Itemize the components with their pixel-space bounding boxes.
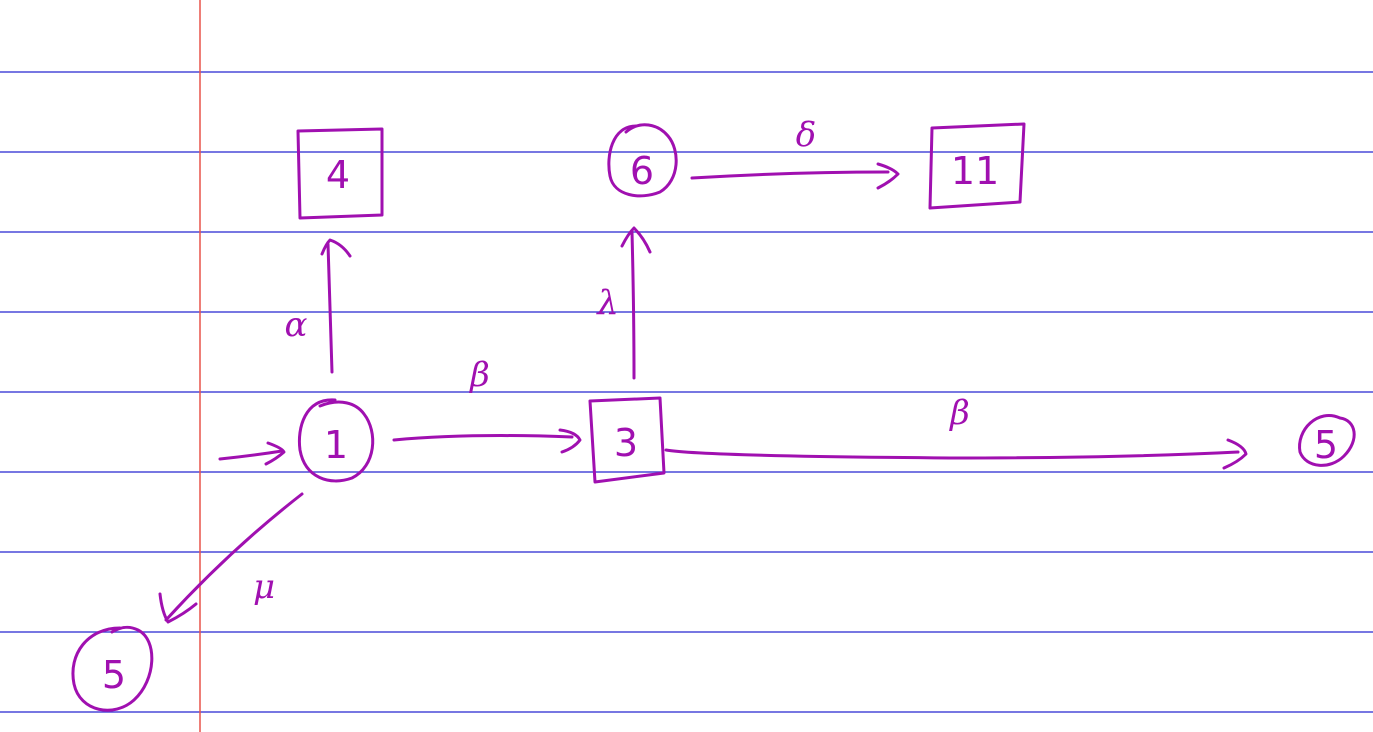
edge-delta-label: δ bbox=[796, 115, 816, 155]
start-arrow bbox=[218, 441, 286, 466]
edge-1-to-4: α bbox=[285, 238, 352, 374]
node-6: 6 bbox=[607, 123, 678, 198]
node-3-label: 3 bbox=[614, 421, 638, 465]
node-5-right-label: 5 bbox=[1314, 423, 1338, 467]
node-5-left-label: 5 bbox=[102, 653, 126, 697]
edge-1-to-3: β bbox=[392, 355, 582, 454]
edge-beta-label-left: β bbox=[468, 355, 490, 395]
edge-beta-label-right: β bbox=[948, 393, 970, 433]
node-1: 1 bbox=[297, 398, 375, 483]
edge-lambda-label: λ bbox=[595, 283, 619, 323]
diagram-ink: 1 α 4 β 3 λ bbox=[71, 115, 1356, 712]
edge-mu-label: μ bbox=[253, 567, 275, 607]
node-4-label: 4 bbox=[326, 153, 350, 197]
edge-1-to-5-left: μ bbox=[158, 492, 304, 624]
edge-alpha-label: α bbox=[285, 305, 308, 345]
node-3: 3 bbox=[588, 396, 666, 484]
node-4: 4 bbox=[296, 127, 384, 220]
edge-6-to-11: δ bbox=[690, 115, 900, 190]
node-5-right: 5 bbox=[1298, 414, 1356, 467]
node-5-left: 5 bbox=[71, 625, 154, 712]
edge-3-to-5-right: β bbox=[664, 393, 1248, 470]
ruled-lines bbox=[0, 71, 1373, 713]
node-11-label: 11 bbox=[951, 149, 999, 193]
node-1-label: 1 bbox=[324, 423, 348, 467]
edge-3-to-6: λ bbox=[595, 226, 652, 380]
node-11: 11 bbox=[928, 122, 1026, 210]
node-6-label: 6 bbox=[630, 149, 654, 193]
